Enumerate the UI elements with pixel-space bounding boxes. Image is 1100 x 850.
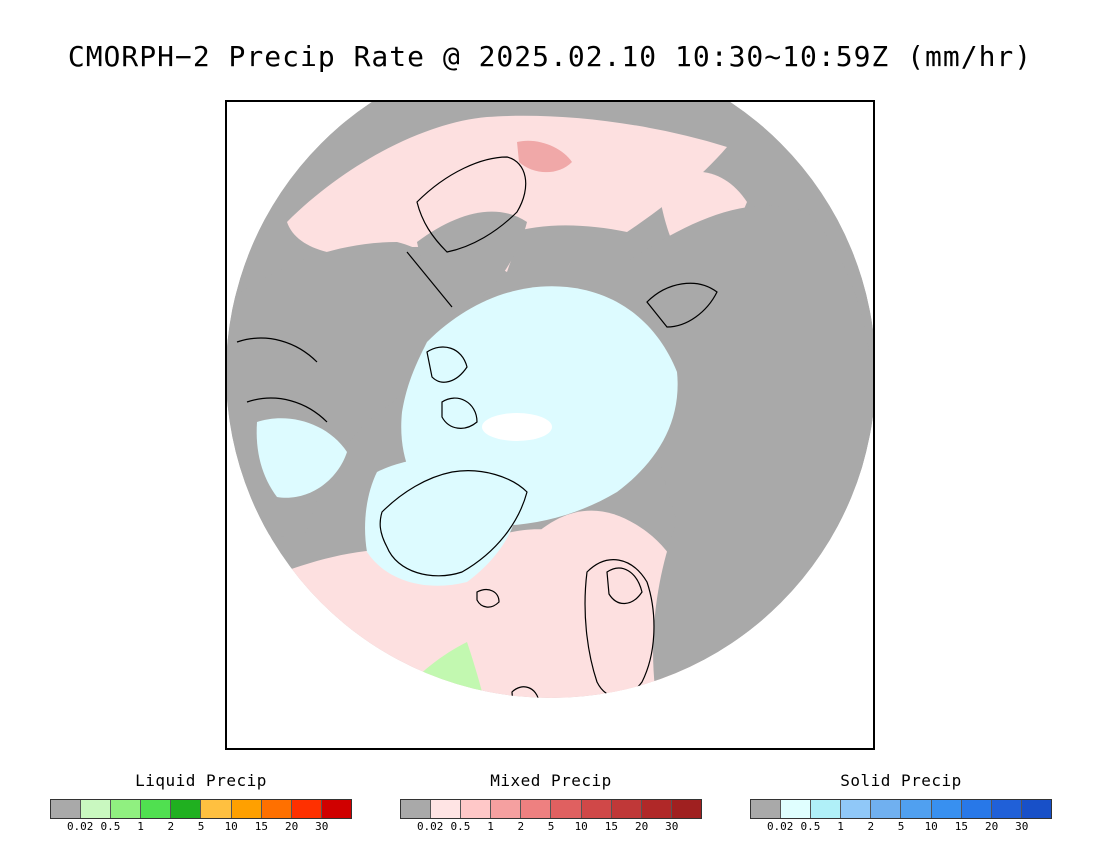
iceland-coastline [476,589,500,608]
legend-swatch [231,800,262,818]
legend-swatch [551,800,582,818]
legend-title: Liquid Precip [135,771,267,790]
legend-color-bar [50,799,352,819]
legend-tick-label: 30 [665,820,679,833]
legend-swatch [871,800,902,818]
legend-tick-label: 10 [574,820,588,833]
legend-tick-label: 15 [954,820,969,833]
legend-swatch [1021,800,1051,818]
legend-swatch [401,800,432,818]
coastlines [236,156,718,698]
legend-tick-label: 5 [897,820,905,833]
legend-swatch [961,800,992,818]
legend-title: Solid Precip [840,771,962,790]
legend-swatch [51,800,82,818]
solid-precip-area-canada [256,418,347,498]
british-isles-coastline [511,686,550,698]
legend-swatch [811,800,842,818]
legend-swatch [171,800,202,818]
legend-swatch [291,800,322,818]
legend-tick-label: 0.5 [450,820,471,833]
legend-ticks: 0.02 0.5 1 2 5 10 15 20 30 [400,819,702,833]
legend-tick-label: 0.02 [766,820,794,833]
legend-tick-label: 2 [867,820,875,833]
alaska-border [406,251,453,308]
greenland-coastline [379,470,528,577]
legend-tick-label: 0.02 [416,820,444,833]
moderate-mixed-precip-bering [517,140,572,173]
legend-tick-label: 30 [1015,820,1029,833]
alaska-coastline [416,156,527,253]
canada-coastline [236,337,328,423]
siberia-coastline [646,282,718,328]
legend-swatch [841,800,872,818]
legend-swatch [671,800,701,818]
legend-swatch [931,800,962,818]
legend-color-bar [400,799,702,819]
legend-tick-label: 0.5 [100,820,121,833]
legend-tick-label: 2 [517,820,525,833]
chart-title: CMORPH−2 Precip Rate @ 2025.02.10 10:30~… [67,40,1033,73]
legend-tick-label: 5 [547,820,555,833]
legend-tick-label: 0.02 [66,820,94,833]
legend-swatch [261,800,292,818]
legend-swatch [611,800,642,818]
legend-swatch [901,800,932,818]
solid-precip-area-greenland [365,457,520,586]
legend-tick-label: 15 [604,820,619,833]
legend-swatch [461,800,492,818]
scandinavia-coastline [584,559,655,698]
legend-tick-label: 20 [634,820,649,833]
legend-swatch [751,800,782,818]
legend-solid-precip: Solid Precip 0.02 0.5 1 2 5 10 15 20 30 [750,770,1052,833]
legend-swatch [431,800,462,818]
legend-swatch [521,800,552,818]
map-frame [225,100,875,750]
pole-no-data [482,413,552,441]
polar-map [227,102,873,748]
legend-swatch [141,800,172,818]
legend-swatch [641,800,672,818]
legend-liquid-precip: Liquid Precip 0.02 0.5 1 2 5 10 15 20 30 [50,770,352,833]
legend-ticks: 0.02 0.5 1 2 5 10 15 20 30 [50,819,352,833]
legend-tick-label: 2 [167,820,175,833]
arctic-archipelago-coastline [426,346,478,429]
legend-tick-label: 1 [487,820,494,833]
legend-swatch [321,800,351,818]
legend-swatch [81,800,112,818]
legend-color-bar [750,799,1052,819]
legend-ticks: 0.02 0.5 1 2 5 10 15 20 30 [750,819,1052,833]
legend-mixed-precip: Mixed Precip 0.02 0.5 1 2 5 10 15 20 30 [400,770,702,833]
legend-swatch [491,800,522,818]
legend-tick-label: 15 [254,820,269,833]
legend-swatch [991,800,1022,818]
legend-tick-label: 1 [837,820,844,833]
legend-tick-label: 10 [224,820,238,833]
legend-tick-label: 1 [137,820,144,833]
legend-tick-label: 20 [984,820,999,833]
legend-swatch [781,800,812,818]
legend-swatch [111,800,142,818]
legend-tick-label: 5 [197,820,205,833]
legend-swatch [201,800,232,818]
legend-tick-label: 10 [924,820,938,833]
legend-tick-label: 0.5 [800,820,821,833]
legend-swatch [581,800,612,818]
iceland-arc-coastline [606,567,643,605]
legend-tick-label: 20 [284,820,299,833]
legend-tick-label: 30 [315,820,329,833]
legend-title: Mixed Precip [490,771,612,790]
no-precip-alaska [417,211,527,312]
